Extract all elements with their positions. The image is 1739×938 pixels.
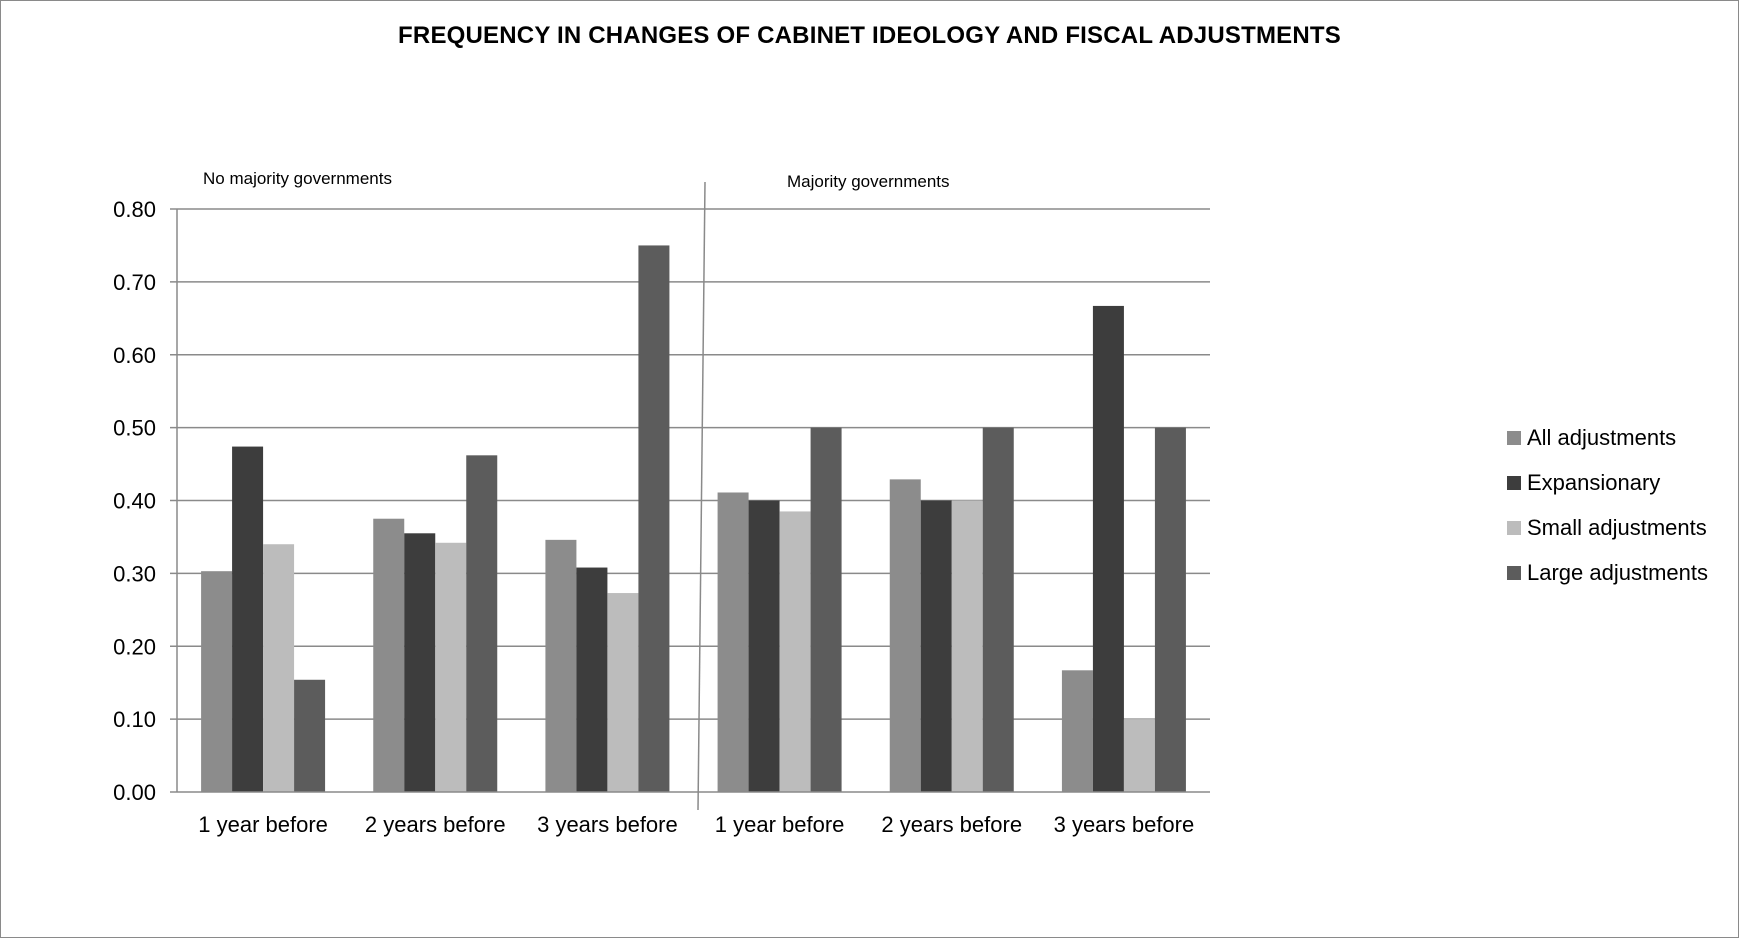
bar-all-adjustments bbox=[373, 518, 405, 792]
bar-all-adjustments bbox=[545, 539, 577, 792]
x-tick-label: 3 years before bbox=[537, 812, 678, 837]
bar-expansionary bbox=[576, 567, 608, 792]
y-tick-label: 0.10 bbox=[113, 707, 156, 732]
bar-all-adjustments bbox=[201, 571, 233, 792]
bar-large-adjustments bbox=[810, 427, 842, 792]
x-tick-label: 3 years before bbox=[1054, 812, 1195, 837]
y-tick-label: 0.50 bbox=[113, 416, 156, 441]
legend-swatch bbox=[1507, 475, 1521, 490]
bar-large-adjustments bbox=[294, 679, 326, 792]
section-label-no-majority: No majority governments bbox=[203, 169, 392, 188]
section-divider bbox=[697, 181, 706, 811]
legend-label: Small adjustments bbox=[1527, 514, 1707, 540]
bar-large-adjustments bbox=[1154, 427, 1186, 792]
bar-all-adjustments bbox=[717, 492, 749, 792]
chart-title: FREQUENCY IN CHANGES OF CABINET IDEOLOGY… bbox=[398, 22, 1341, 49]
bar-large-adjustments bbox=[638, 245, 670, 792]
x-tick-label: 2 years before bbox=[365, 812, 506, 837]
legend-swatch bbox=[1507, 565, 1521, 580]
bar-all-adjustments bbox=[1061, 670, 1093, 792]
legend-label: Large adjustments bbox=[1527, 559, 1708, 585]
legend-swatch bbox=[1507, 520, 1521, 535]
bar-expansionary bbox=[748, 500, 780, 792]
legend-swatch bbox=[1507, 430, 1521, 445]
y-tick-label: 0.20 bbox=[113, 634, 156, 659]
bar-expansionary bbox=[920, 500, 952, 792]
bar-expansionary bbox=[1092, 305, 1124, 792]
legend-label: Expansionary bbox=[1527, 469, 1661, 495]
legend-item: Large adjustments bbox=[1507, 550, 1739, 595]
chart-legend: All adjustments Expansionary Small adjustm… bbox=[1507, 415, 1739, 595]
y-tick-label: 0.30 bbox=[113, 561, 156, 586]
y-tick-label: 0.40 bbox=[113, 489, 156, 514]
legend-item: Small adjustments bbox=[1507, 505, 1739, 550]
y-tick-label: 0.60 bbox=[113, 343, 156, 368]
y-tick-label: 0.80 bbox=[113, 197, 156, 222]
section-label-majority: Majority governments bbox=[787, 172, 950, 191]
legend-item: All adjustments bbox=[1507, 415, 1739, 460]
bar-small-adjustments bbox=[607, 593, 639, 792]
bar-expansionary bbox=[404, 533, 436, 792]
bar-large-adjustments bbox=[982, 427, 1014, 792]
bar-small-adjustments bbox=[263, 544, 295, 792]
bar-all-adjustments bbox=[889, 479, 921, 792]
x-tick-label: 1 year before bbox=[715, 812, 845, 837]
bar-small-adjustments bbox=[435, 542, 467, 792]
x-tick-label: 1 year before bbox=[198, 812, 328, 837]
bar-small-adjustments bbox=[779, 511, 811, 792]
legend-label: All adjustments bbox=[1527, 424, 1677, 450]
bar-expansionary bbox=[232, 446, 264, 792]
bar-small-adjustments bbox=[1123, 719, 1155, 792]
bar-large-adjustments bbox=[466, 455, 498, 792]
y-tick-label: 0.00 bbox=[113, 780, 156, 805]
legend-item: Expansionary bbox=[1507, 460, 1739, 505]
y-tick-label: 0.70 bbox=[113, 270, 156, 295]
x-tick-label: 2 years before bbox=[881, 812, 1022, 837]
bar-small-adjustments bbox=[951, 500, 983, 792]
